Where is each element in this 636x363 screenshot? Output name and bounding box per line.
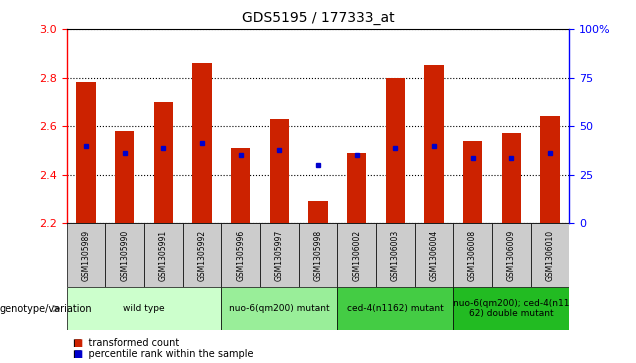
Bar xyxy=(492,223,530,287)
Bar xyxy=(299,223,337,287)
Text: GSM1306002: GSM1306002 xyxy=(352,229,361,281)
Bar xyxy=(453,287,569,330)
Bar xyxy=(154,102,173,223)
Text: GSM1305991: GSM1305991 xyxy=(159,229,168,281)
Text: wild type: wild type xyxy=(123,304,165,313)
Bar xyxy=(502,134,521,223)
Text: GSM1305997: GSM1305997 xyxy=(275,229,284,281)
Text: GSM1305992: GSM1305992 xyxy=(198,229,207,281)
Bar xyxy=(231,148,251,223)
Bar xyxy=(76,82,96,223)
Text: GSM1306004: GSM1306004 xyxy=(429,229,438,281)
Bar xyxy=(376,223,415,287)
Bar xyxy=(463,141,482,223)
Text: GSM1305990: GSM1305990 xyxy=(120,229,129,281)
Bar xyxy=(385,78,405,223)
Text: nuo-6(qm200); ced-4(n11
62) double mutant: nuo-6(qm200); ced-4(n11 62) double mutan… xyxy=(453,299,569,318)
Bar xyxy=(337,287,453,330)
Bar xyxy=(540,117,560,223)
Bar xyxy=(183,223,221,287)
Bar xyxy=(347,153,366,223)
Bar xyxy=(453,223,492,287)
Text: GSM1306003: GSM1306003 xyxy=(391,229,400,281)
Text: GSM1305998: GSM1305998 xyxy=(314,229,322,281)
Text: ■: ■ xyxy=(73,338,83,348)
Bar xyxy=(67,287,221,330)
Text: ■  transformed count: ■ transformed count xyxy=(73,338,179,348)
Bar xyxy=(260,223,299,287)
Text: GSM1305996: GSM1305996 xyxy=(236,229,245,281)
Text: ■: ■ xyxy=(73,349,83,359)
Title: GDS5195 / 177333_at: GDS5195 / 177333_at xyxy=(242,11,394,25)
Bar xyxy=(270,119,289,223)
Text: genotype/variation: genotype/variation xyxy=(0,303,93,314)
Bar xyxy=(221,223,260,287)
Bar xyxy=(308,201,328,223)
Bar xyxy=(144,223,183,287)
Bar xyxy=(67,223,106,287)
Text: GSM1306009: GSM1306009 xyxy=(507,229,516,281)
Bar xyxy=(193,63,212,223)
Bar xyxy=(530,223,569,287)
Text: GSM1306008: GSM1306008 xyxy=(468,229,477,281)
Bar xyxy=(221,287,337,330)
Bar xyxy=(115,131,134,223)
Text: ced-4(n1162) mutant: ced-4(n1162) mutant xyxy=(347,304,444,313)
Text: GSM1306010: GSM1306010 xyxy=(546,229,555,281)
Bar xyxy=(337,223,376,287)
Bar xyxy=(415,223,453,287)
Text: ■  percentile rank within the sample: ■ percentile rank within the sample xyxy=(73,349,254,359)
Text: GSM1305989: GSM1305989 xyxy=(81,229,90,281)
Text: nuo-6(qm200) mutant: nuo-6(qm200) mutant xyxy=(229,304,329,313)
Bar xyxy=(424,65,444,223)
Bar xyxy=(106,223,144,287)
